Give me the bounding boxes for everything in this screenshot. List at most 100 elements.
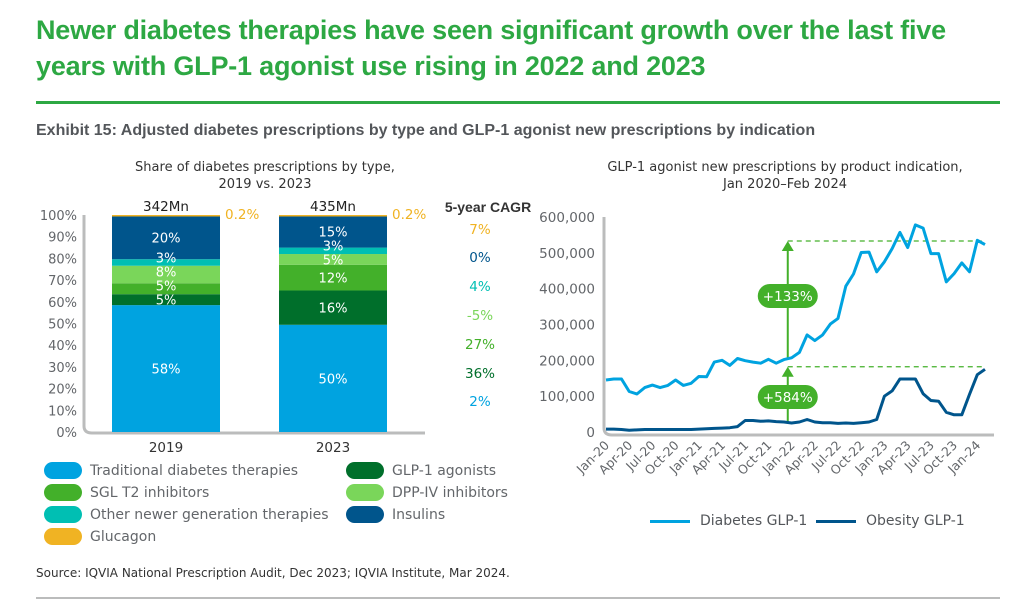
bar-data-label: 5%: [156, 294, 177, 309]
y-tick-label: 90%: [48, 231, 77, 246]
left-chart-title-line1: Share of diabetes prescriptions by type,: [135, 160, 395, 175]
y-tick-label: 10%: [48, 404, 77, 419]
y-tick-label: 50%: [48, 318, 77, 333]
legend-line-obesity: [816, 519, 856, 523]
legend-label: DPP-IV inhibitors: [392, 484, 508, 501]
legend-swatch: [346, 462, 384, 479]
exhibit-title: Exhibit 15: Adjusted diabetes prescripti…: [36, 122, 816, 139]
legend-label: Other newer generation therapies: [90, 506, 329, 523]
x-category-label: 2023: [316, 440, 350, 456]
cagr-value: 0%: [469, 250, 491, 266]
legend-item: Other newer generation therapies: [44, 506, 329, 523]
bar-segment-sgl-t2-inhibitors: [112, 283, 220, 295]
y-tick-label: 30%: [48, 361, 77, 376]
bar-segment-sgl-t2-inhibitors: [279, 264, 387, 291]
left-chart-title-line2: 2019 vs. 2023: [218, 177, 312, 192]
y-tick-label: 200,000: [539, 353, 595, 369]
right-chart-title: GLP-1 agonist new prescriptions by produ…: [560, 159, 1010, 193]
legend-label: Traditional diabetes therapies: [90, 462, 299, 479]
legend-label: GLP-1 agonists: [392, 462, 497, 479]
growth-arrow-head: [781, 366, 794, 377]
source-note: Source: IQVIA National Prescription Audi…: [36, 566, 510, 580]
cagr-value: 2%: [469, 394, 491, 410]
right-axis-line: [602, 217, 994, 437]
y-tick-label: 80%: [48, 252, 77, 267]
bar-segment-glucagon: [279, 215, 387, 217]
y-tick-label: 0: [586, 425, 595, 441]
bar-data-label: 5%: [156, 280, 177, 295]
legend-swatch: [346, 484, 384, 501]
legend-swatch: [44, 506, 82, 523]
bar-segment-traditional-diabetes-therapies: [279, 324, 387, 432]
legend-item-obesity-glp1: Obesity GLP-1: [816, 513, 965, 529]
growth-badge-label: +133%: [763, 289, 813, 305]
cagr-value: 36%: [465, 366, 495, 382]
bar-data-label: 5%: [323, 253, 344, 268]
bar-segment-dpp-iv-inhibitors: [279, 254, 387, 265]
y-tick-label: 100,000: [539, 389, 595, 405]
y-tick-label: 600,000: [539, 210, 595, 226]
y-tick-label: 500,000: [539, 246, 595, 262]
y-tick-label: 60%: [48, 296, 77, 311]
legend-item-diabetes-glp1: Diabetes GLP-1: [650, 513, 807, 529]
legend-swatch: [44, 484, 82, 501]
cagr-value: 4%: [469, 279, 491, 295]
y-tick-label: 70%: [48, 274, 77, 289]
legend-item: Glucagon: [44, 528, 156, 545]
bar-data-label: 8%: [156, 266, 177, 281]
legend-label: Diabetes GLP-1: [700, 513, 808, 529]
bar-data-label: 3%: [323, 239, 344, 254]
bar-segment-insulins: [279, 215, 387, 248]
cagr-value: 27%: [465, 337, 495, 353]
bar-data-label: 50%: [319, 372, 348, 387]
glucagon-share-label: 0.2%: [225, 207, 259, 223]
left-chart-title: Share of diabetes prescriptions by type,…: [120, 159, 410, 193]
cagr-value: 7%: [469, 222, 491, 238]
legend-item: Insulins: [346, 506, 445, 523]
growth-badge-label: +584%: [763, 390, 813, 406]
bar-data-label: 3%: [156, 252, 177, 267]
bar-data-label: 20%: [152, 231, 181, 246]
bar-total-label: 342Mn: [143, 199, 189, 215]
bar-segment-glucagon: [112, 215, 220, 217]
bar-segment-glp-1-agonists: [279, 290, 387, 325]
y-tick-label: 400,000: [539, 282, 595, 298]
y-tick-label: 300,000: [539, 318, 595, 334]
legend-label: SGL T2 inhibitors: [90, 484, 210, 501]
y-tick-label: 40%: [48, 339, 77, 354]
x-category-label: 2019: [149, 440, 183, 456]
legend-item: Traditional diabetes therapies: [44, 462, 298, 479]
left-axis-line: [82, 215, 425, 435]
bar-segment-other-newer-generation-therapies: [112, 259, 220, 266]
bar-segment-insulins: [112, 215, 220, 260]
legend-item: DPP-IV inhibitors: [346, 484, 508, 501]
growth-badge: [757, 385, 818, 409]
legend-label: Obesity GLP-1: [866, 513, 965, 529]
legend-item: SGL T2 inhibitors: [44, 484, 209, 501]
glucagon-share-label: 0.2%: [392, 207, 426, 223]
growth-arrow-head: [781, 241, 794, 252]
legend-swatch: [44, 462, 82, 479]
cagr-header: 5-year CAGR: [445, 199, 531, 215]
legend-item: GLP-1 agonists: [346, 462, 496, 479]
y-tick-label: 100%: [40, 209, 77, 224]
y-tick-label: 20%: [48, 383, 77, 398]
page-title: Newer diabetes therapies have seen signi…: [36, 15, 946, 81]
bar-data-label: 16%: [319, 302, 348, 317]
legend-swatch: [346, 506, 384, 523]
cagr-value: -5%: [467, 308, 493, 324]
bar-data-label: 12%: [319, 272, 348, 287]
bottom-divider: [36, 597, 1000, 599]
bar-segment-dpp-iv-inhibitors: [112, 265, 220, 284]
bar-total-label: 435Mn: [310, 199, 356, 215]
series-line-obesity-glp-1: [606, 368, 986, 432]
growth-badge: [757, 284, 818, 308]
right-chart-title-line1: GLP-1 agonist new prescriptions by produ…: [607, 160, 963, 175]
bar-data-label: 58%: [152, 363, 181, 378]
series-line-diabetes-glp-1: [605, 223, 986, 396]
bar-data-label: 15%: [319, 225, 348, 240]
y-tick-label: 0%: [56, 426, 77, 441]
bar-segment-traditional-diabetes-therapies: [112, 305, 220, 432]
